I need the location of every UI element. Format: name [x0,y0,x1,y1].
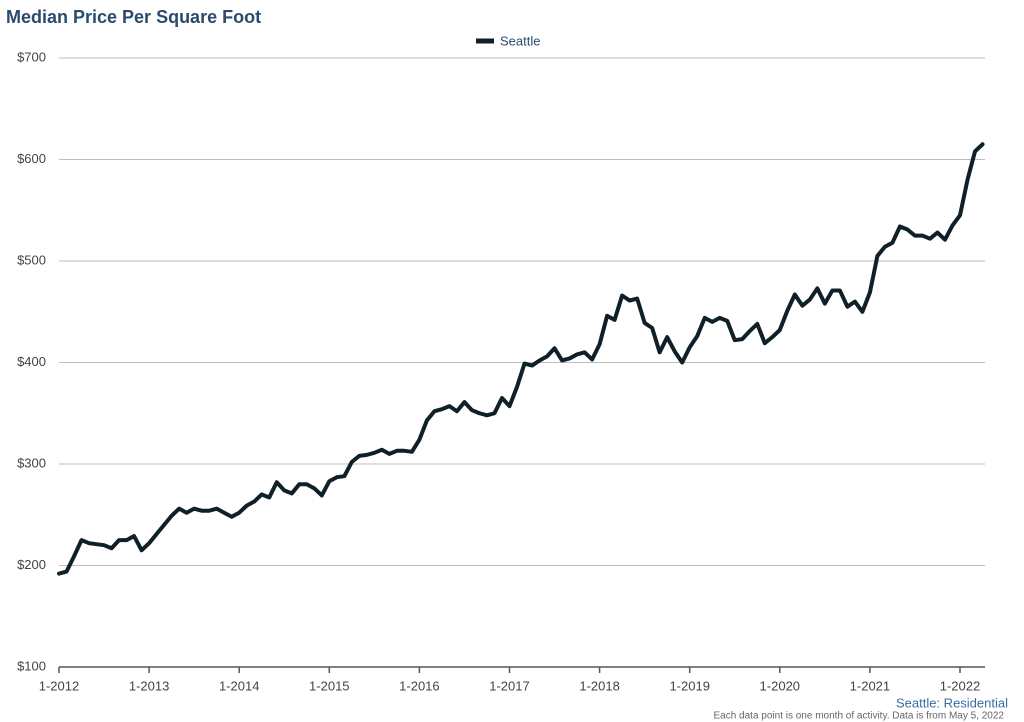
annotation: Seattle: Residential [896,695,1008,710]
y-tick-label: $600 [17,151,46,166]
legend-label: Seattle [500,33,540,48]
x-tick-label: 1-2013 [129,678,169,693]
y-tick-label: $100 [17,658,46,673]
y-tick-label: $400 [17,354,46,369]
line [57,142,985,576]
y-tick-label: $200 [17,557,46,572]
x-tick-label: 1-2021 [850,678,890,693]
x-tick-label: 1-2022 [940,678,980,693]
y-tick-label: $700 [17,49,46,64]
x-tick-label: 1-2018 [579,678,619,693]
x-tick-label: 1-2020 [760,678,800,693]
chart-title: Median Price Per Square Foot [6,7,261,27]
y-tick-label: $300 [17,455,46,470]
note: Each data point is one month of activity… [713,711,1004,722]
x-tick-label: 1-2015 [309,678,349,693]
y-tick-label: $500 [17,252,46,267]
x-tick-label: 1-2012 [39,678,79,693]
x-tick-label: 1-2014 [219,678,259,693]
x-tick-label: 1-2019 [669,678,709,693]
x-tick-label: 1-2017 [489,678,529,693]
x-tick-label: 1-2016 [399,678,439,693]
